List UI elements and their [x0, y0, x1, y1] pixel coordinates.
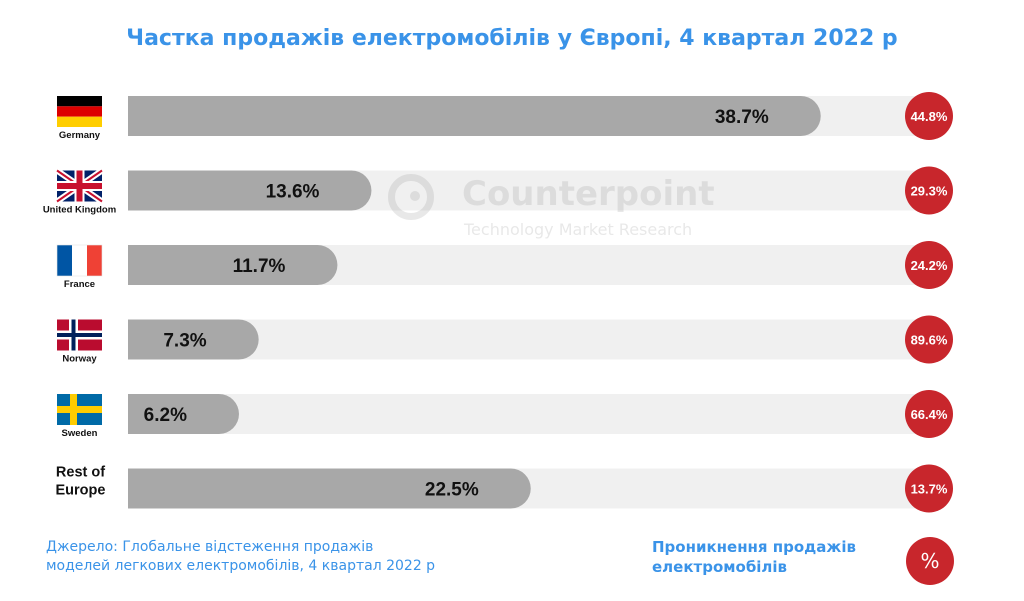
penetration-label-germany: 44.8%	[911, 109, 948, 124]
penetration-label-united-kingdom: 29.3%	[911, 184, 948, 199]
value-label-united-kingdom: 13.6%	[266, 182, 320, 203]
penetration-label-rest-of-europe: 13.7%	[911, 482, 948, 497]
penetration-circle-germany	[905, 92, 953, 140]
sweden-flag-icon	[57, 394, 102, 425]
source-line-1: Джерело: Глобальне відстеження продажів	[46, 539, 374, 555]
category-label-france: France	[64, 279, 95, 290]
united-kingdom-flag-icon	[55, 168, 104, 204]
value-label-sweden: 6.2%	[144, 405, 187, 426]
penetration-circle-norway	[905, 315, 953, 364]
value-label-rest-of-europe: 22.5%	[425, 480, 479, 501]
penetration-circle-sweden	[905, 390, 953, 438]
value-label-norway: 7.3%	[163, 331, 206, 352]
watermark-tagline: Technology Market Research	[464, 220, 693, 239]
category-label-norway: Norway	[62, 354, 97, 365]
penetration-circle-united-kingdom	[905, 166, 953, 215]
bar-united-kingdom	[128, 170, 372, 211]
category-label-germany: Germany	[59, 130, 101, 141]
france-flag-icon	[56, 244, 103, 277]
counterpoint-logo-icon	[388, 174, 434, 220]
source-note: Джерело: Глобальне відстеження продажів …	[46, 538, 435, 576]
watermark-name: Counterpoint	[462, 174, 715, 214]
category-label-sweden: Sweden	[62, 428, 98, 439]
penetration-circle-rest-of-europe	[905, 464, 953, 513]
bar-sweden	[128, 394, 239, 434]
bar-norway	[128, 319, 259, 360]
legend-percent-icon: %	[906, 537, 954, 585]
value-label-germany: 38.7%	[715, 107, 769, 128]
penetration-label-france: 24.2%	[911, 258, 948, 273]
germany-flag-icon	[57, 96, 102, 127]
legend-label: Проникнення продажів електромобілів	[652, 538, 856, 576]
penetration-label-sweden: 66.4%	[911, 407, 948, 422]
bar-rest-of-europe	[128, 468, 531, 509]
chart-title: Частка продажів електромобілів у Європі,…	[126, 26, 898, 51]
category-label-united-kingdom: United Kingdom	[43, 205, 116, 216]
bar-track-sweden	[128, 394, 940, 434]
category-label-rest-of-europe: Rest of Europe	[56, 465, 106, 499]
penetration-circle-france	[905, 241, 953, 289]
norway-flag-icon	[57, 319, 102, 351]
bar-france	[128, 245, 338, 285]
penetration-label-norway: 89.6%	[911, 333, 948, 348]
bar-track-norway	[128, 319, 940, 360]
bar-germany	[128, 96, 821, 136]
value-label-france: 11.7%	[233, 256, 286, 277]
source-line-2: моделей легкових електромобілів, 4 кварт…	[46, 558, 436, 574]
